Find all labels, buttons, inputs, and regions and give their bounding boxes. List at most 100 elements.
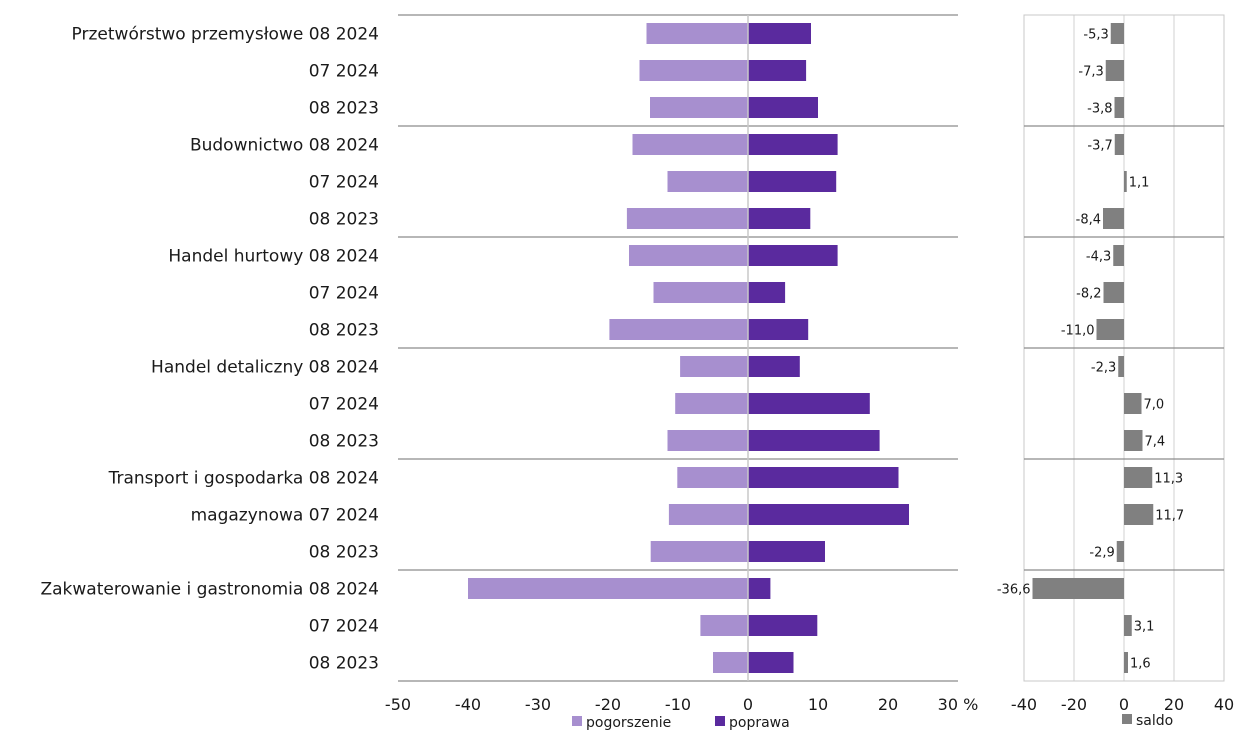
category-label: Przetwórstwo przemysłowe 08 2024 xyxy=(72,25,379,45)
bar-poprawa xyxy=(748,282,786,303)
bar-pogorszenie xyxy=(609,319,748,340)
bar-saldo xyxy=(1116,541,1124,562)
bar-poprawa xyxy=(748,652,794,673)
bar-saldo xyxy=(1096,319,1124,340)
saldo-chart: -5,3 -7,3 -3,8 -3,7 1,1 -8,4 -4,3 -8,2 -11,0 -2,3… xyxy=(997,14,1234,714)
category-label: Budownictwo 08 2024 xyxy=(190,136,379,156)
x-tick-label: 0 xyxy=(1119,695,1129,714)
x-tick-label: -30 xyxy=(525,695,551,714)
bar-saldo xyxy=(1124,652,1128,673)
bar-poprawa xyxy=(748,245,838,266)
data-label-saldo: 11,7 xyxy=(1155,509,1184,524)
bar-pogorszenie xyxy=(653,282,748,303)
data-label-saldo: -2,9 xyxy=(1089,546,1114,561)
data-label-saldo: 11,3 xyxy=(1154,472,1183,487)
category-label: 08 2023 xyxy=(309,543,379,563)
x-tick-label: 0 xyxy=(743,695,753,714)
bar-saldo xyxy=(1113,245,1124,266)
data-label-saldo: -2,3 xyxy=(1091,361,1116,376)
bar-pogorszenie xyxy=(632,134,748,155)
bar-pogorszenie xyxy=(650,97,748,118)
bar-pogorszenie xyxy=(626,208,748,229)
category-label: 08 2023 xyxy=(309,210,379,230)
legend-swatch-poprawa xyxy=(715,716,725,726)
bar-pogorszenie xyxy=(646,23,748,44)
data-label-saldo: 1,6 xyxy=(1130,657,1151,672)
main-chart: Przetwórstwo przemysłowe 08 2024 07 2024 0… xyxy=(40,14,979,714)
bar-pogorszenie xyxy=(675,393,748,414)
data-label-saldo: -11,0 xyxy=(1061,324,1095,339)
bar-poprawa xyxy=(748,208,811,229)
category-label: 08 2023 xyxy=(309,432,379,452)
data-label-saldo: -3,8 xyxy=(1087,102,1112,117)
x-tick-label: 20 xyxy=(878,695,898,714)
legend-label-saldo: saldo xyxy=(1136,713,1173,729)
bar-saldo xyxy=(1105,60,1124,81)
bar-poprawa xyxy=(748,23,811,44)
bar-pogorszenie xyxy=(668,504,748,525)
x-tick-label: -20 xyxy=(1061,695,1087,714)
category-label: 08 2023 xyxy=(309,321,379,341)
bar-pogorszenie xyxy=(680,356,748,377)
category-label: Zakwaterowanie i gastronomia 08 2024 xyxy=(40,580,379,600)
bar-poprawa xyxy=(748,134,838,155)
legend-swatch-pogorszenie xyxy=(572,716,582,726)
bar-poprawa xyxy=(748,393,870,414)
x-tick-label: 40 xyxy=(1214,695,1234,714)
category-label: 07 2024 xyxy=(309,395,379,415)
bar-pogorszenie xyxy=(713,652,748,673)
data-label-saldo: -5,3 xyxy=(1083,28,1108,43)
data-label-saldo: -8,2 xyxy=(1076,287,1101,302)
bar-pogorszenie xyxy=(650,541,748,562)
category-label: 07 2024 xyxy=(309,173,379,193)
bar-saldo xyxy=(1114,134,1124,155)
data-label-saldo: -7,3 xyxy=(1078,65,1103,80)
x-tick-label: -40 xyxy=(455,695,481,714)
bar-saldo xyxy=(1124,504,1154,525)
category-label: 08 2023 xyxy=(309,654,379,674)
bar-saldo xyxy=(1124,467,1153,488)
legend-swatch-saldo xyxy=(1122,714,1132,724)
legend-label-poprawa: poprawa xyxy=(729,715,790,731)
bar-poprawa xyxy=(748,171,837,192)
bar-saldo xyxy=(1118,356,1124,377)
x-tick-label: -40 xyxy=(1011,695,1037,714)
category-label: 08 2023 xyxy=(309,99,379,119)
legend-label-pogorszenie: pogorszenie xyxy=(586,715,671,731)
bar-pogorszenie xyxy=(667,430,748,451)
bar-pogorszenie xyxy=(667,171,748,192)
x-tick-label: -50 xyxy=(385,695,411,714)
x-tick-label: -20 xyxy=(595,695,621,714)
category-label: 07 2024 xyxy=(309,617,379,637)
category-label: 07 2024 xyxy=(309,284,379,304)
category-label: 07 2024 xyxy=(309,62,379,82)
category-label: magazynowa 07 2024 xyxy=(191,506,379,526)
bar-saldo xyxy=(1110,23,1124,44)
data-label-saldo: 3,1 xyxy=(1134,620,1155,635)
x-tick-label: 10 xyxy=(808,695,828,714)
bar-poprawa xyxy=(748,60,807,81)
x-tick-label: 20 xyxy=(1164,695,1184,714)
data-label-saldo: -3,7 xyxy=(1087,139,1112,154)
bar-poprawa xyxy=(748,615,818,636)
bar-poprawa xyxy=(748,97,818,118)
bar-poprawa xyxy=(748,356,800,377)
data-label-saldo: -8,4 xyxy=(1076,213,1101,228)
bar-poprawa xyxy=(748,578,771,599)
x-tick-label: 30 % xyxy=(938,695,979,714)
bar-saldo xyxy=(1124,393,1142,414)
bar-pogorszenie xyxy=(700,615,748,636)
bar-saldo xyxy=(1124,430,1143,451)
bar-saldo xyxy=(1124,615,1132,636)
category-label: Handel hurtowy 08 2024 xyxy=(168,247,379,267)
data-label-saldo: -36,6 xyxy=(997,583,1031,598)
bar-poprawa xyxy=(748,467,899,488)
data-label-saldo: 7,4 xyxy=(1145,435,1166,450)
bar-pogorszenie xyxy=(677,467,748,488)
bar-saldo xyxy=(1124,171,1127,192)
bar-pogorszenie xyxy=(468,578,748,599)
x-tick-label: -10 xyxy=(665,695,691,714)
bar-pogorszenie xyxy=(629,245,748,266)
bar-saldo xyxy=(1032,578,1124,599)
